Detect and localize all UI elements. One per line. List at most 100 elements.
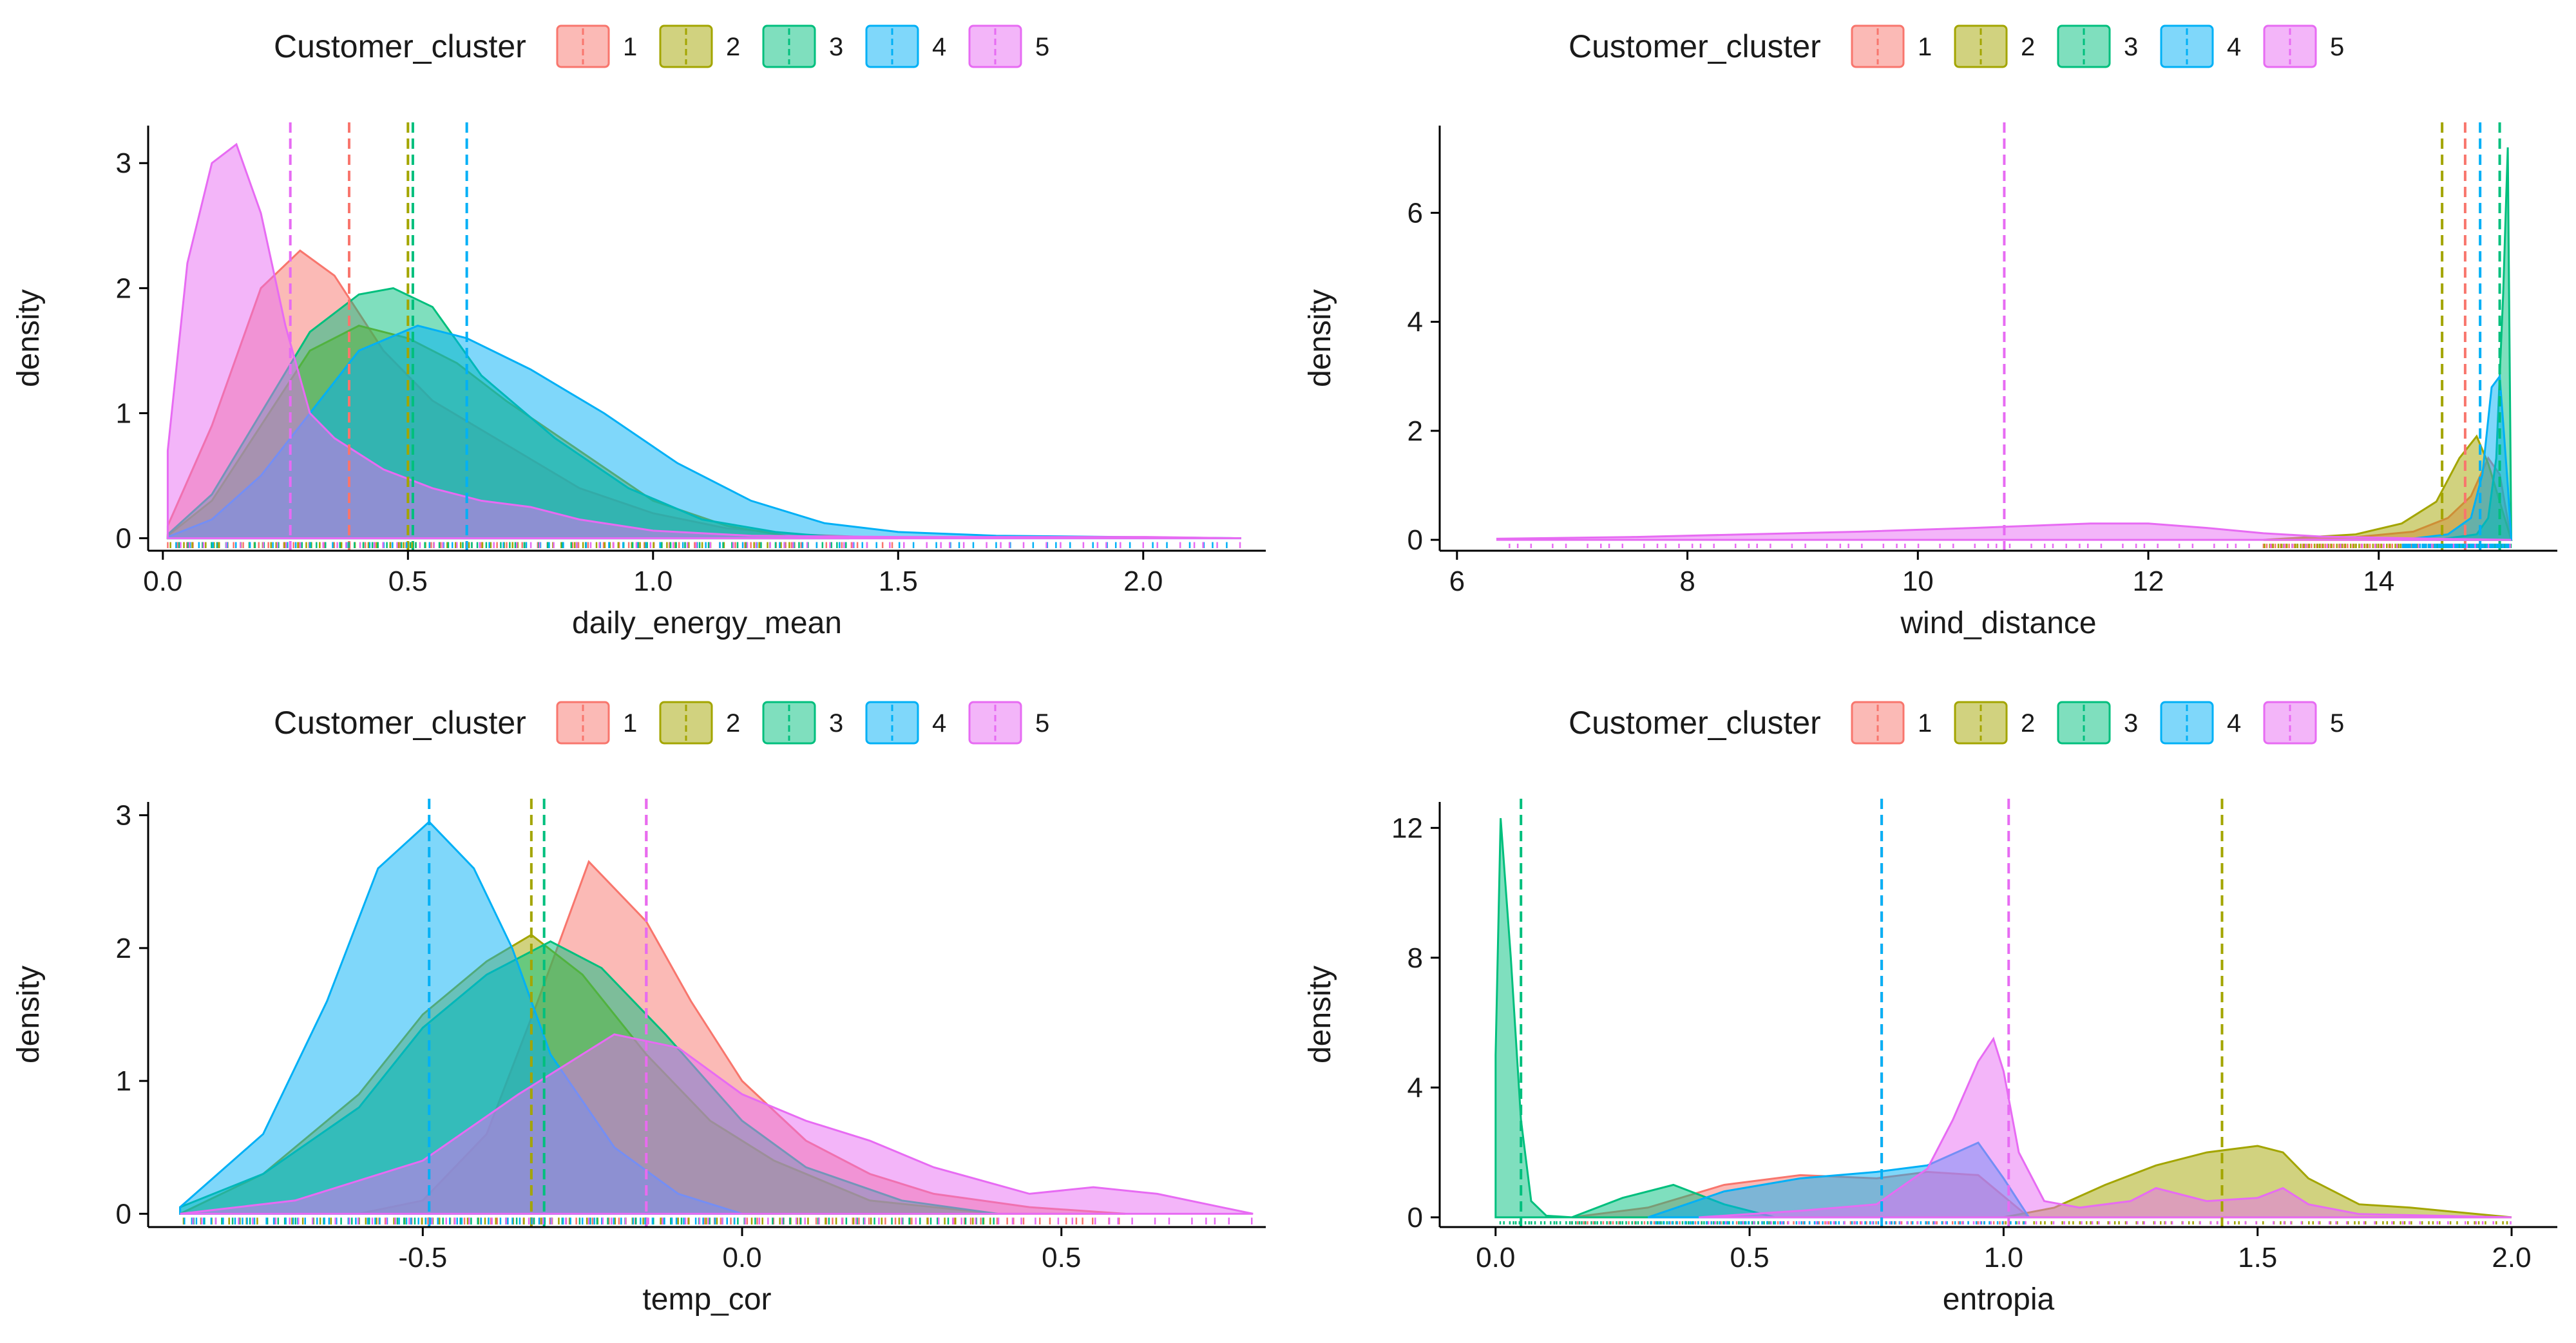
legend-key-1 [556,701,610,745]
legend-title: Customer_cluster [274,28,526,64]
legend-label-4: 4 [932,33,946,61]
x-tick-label: 6 [1449,566,1465,597]
legend-key-5 [2263,701,2317,745]
x-axis-title: temp_cor [642,1282,771,1317]
y-axis-title: density [12,966,46,1063]
legend-key-4 [865,24,919,68]
y-tick-label: 1 [116,1065,131,1097]
x-tick-label: 1.5 [879,566,918,597]
legend-key-1 [1851,24,1905,68]
y-tick-label: 4 [1407,307,1423,338]
x-tick-label: 0.0 [1476,1242,1515,1273]
density-area-cluster-5 [180,1033,1254,1215]
density-area-cluster-5 [1699,1036,2512,1219]
y-tick-label: 0 [116,523,131,555]
y-tick-label: 0 [1407,1202,1423,1233]
y-tick-label: 3 [116,800,131,832]
x-tick-label: 2.0 [2492,1242,2531,1273]
legend-key-3 [2057,701,2111,745]
legend-label-2: 2 [2021,709,2035,738]
y-tick-label: 2 [116,272,131,304]
legend-key-3 [762,24,816,68]
density-area-cluster-4 [2401,374,2513,541]
x-tick-label: 10 [1902,566,1934,597]
legend-label-4: 4 [2227,709,2241,738]
legend-key-2 [1954,701,2008,745]
x-tick-label: 0.5 [1042,1242,1081,1273]
legend-label-2: 2 [726,709,740,738]
y-tick-label: 2 [1407,415,1423,447]
x-tick-label: 1.0 [633,566,673,597]
legend-label-2: 2 [726,33,740,61]
density-area-cluster-3 [1494,818,1775,1219]
legend: Customer_cluster 1 2 3 4 5 [274,701,1049,745]
legend-label-3: 3 [829,709,843,738]
x-tick-label: 1.0 [1984,1242,2023,1273]
x-tick-label: 0.5 [1730,1242,1769,1273]
legend: Customer_cluster 1 2 3 4 5 [1569,701,2344,745]
y-tick-label: 12 [1391,812,1423,844]
legend-key-1 [556,24,610,68]
legend-label-1: 1 [1918,33,1932,61]
x-tick-label: 0.5 [388,566,428,597]
x-axis-title: daily_energy_mean [572,606,842,640]
legend-title: Customer_cluster [1569,705,1821,741]
y-tick-label: 0 [1407,524,1423,556]
x-tick-label: 14 [2363,566,2394,597]
legend-title: Customer_cluster [1569,28,1821,64]
legend-key-5 [968,24,1022,68]
legend-key-1 [1851,701,1905,745]
legend-key-4 [2160,701,2214,745]
x-tick-label: 8 [1679,566,1695,597]
y-tick-label: 3 [116,148,131,179]
x-tick-label: 0.0 [143,566,182,597]
x-tick-label: 1.5 [2238,1242,2277,1273]
x-tick-label: -0.5 [398,1242,447,1273]
x-axis-title: entropia [1943,1282,2055,1317]
legend-key-4 [865,701,919,745]
legend-label-1: 1 [623,709,637,738]
legend-key-5 [968,701,1022,745]
legend-label-4: 4 [932,709,946,738]
y-tick-label: 4 [1407,1072,1423,1103]
y-tick-label: 2 [116,933,131,964]
legend-label-5: 5 [2330,33,2344,61]
legend: Customer_cluster 1 2 3 4 5 [274,24,1049,68]
panel-daily-energy-mean: 0.0 0.5 1.0 1.5 2.0 0 1 2 3 daily_energy_mean dens… [12,24,1266,640]
legend-label-5: 5 [1035,33,1049,61]
y-tick-label: 1 [116,397,131,429]
x-tick-label: 2.0 [1123,566,1163,597]
x-axis-title: wind_distance [1900,606,2096,640]
legend-key-5 [2263,24,2317,68]
x-tick-label: 0.0 [722,1242,761,1273]
panel-entropia: 0.0 0.5 1.0 1.5 2.004812entropiadensityCusto… [1303,701,2557,1317]
legend-label-5: 5 [1035,709,1049,738]
legend-key-3 [762,701,816,745]
legend-key-2 [1954,24,2008,68]
legend-label-1: 1 [1918,709,1932,738]
y-axis-title: density [1303,289,1337,387]
legend-label-4: 4 [2227,33,2241,61]
legend-key-2 [659,701,713,745]
legend-label-3: 3 [829,33,843,61]
x-tick-label: 12 [2133,566,2164,597]
y-axis-title: density [12,289,46,387]
legend: Customer_cluster 1 2 3 4 5 [1569,24,2344,68]
y-tick-label: 6 [1407,197,1423,229]
panel-temp-cor: -0.5 0.0 0.5 0 1 2 3 temp_cor density Customer_cl… [12,701,1266,1317]
y-tick-label: 0 [116,1198,131,1230]
legend-label-5: 5 [2330,709,2344,738]
legend-label-3: 3 [2124,709,2138,738]
legend-key-3 [2057,24,2111,68]
y-tick-label: 8 [1407,942,1423,974]
legend-label-2: 2 [2021,33,2035,61]
legend-label-1: 1 [623,33,637,61]
legend-label-3: 3 [2124,33,2138,61]
y-axis-title: density [1303,966,1337,1063]
legend-title: Customer_cluster [274,705,526,741]
legend-key-2 [659,24,713,68]
density-area-cluster-2 [2003,1145,2512,1219]
legend-key-4 [2160,24,2214,68]
panel-wind-distance: 6 8 10 12 140246wind_distancedensityCustomer… [1303,24,2557,640]
